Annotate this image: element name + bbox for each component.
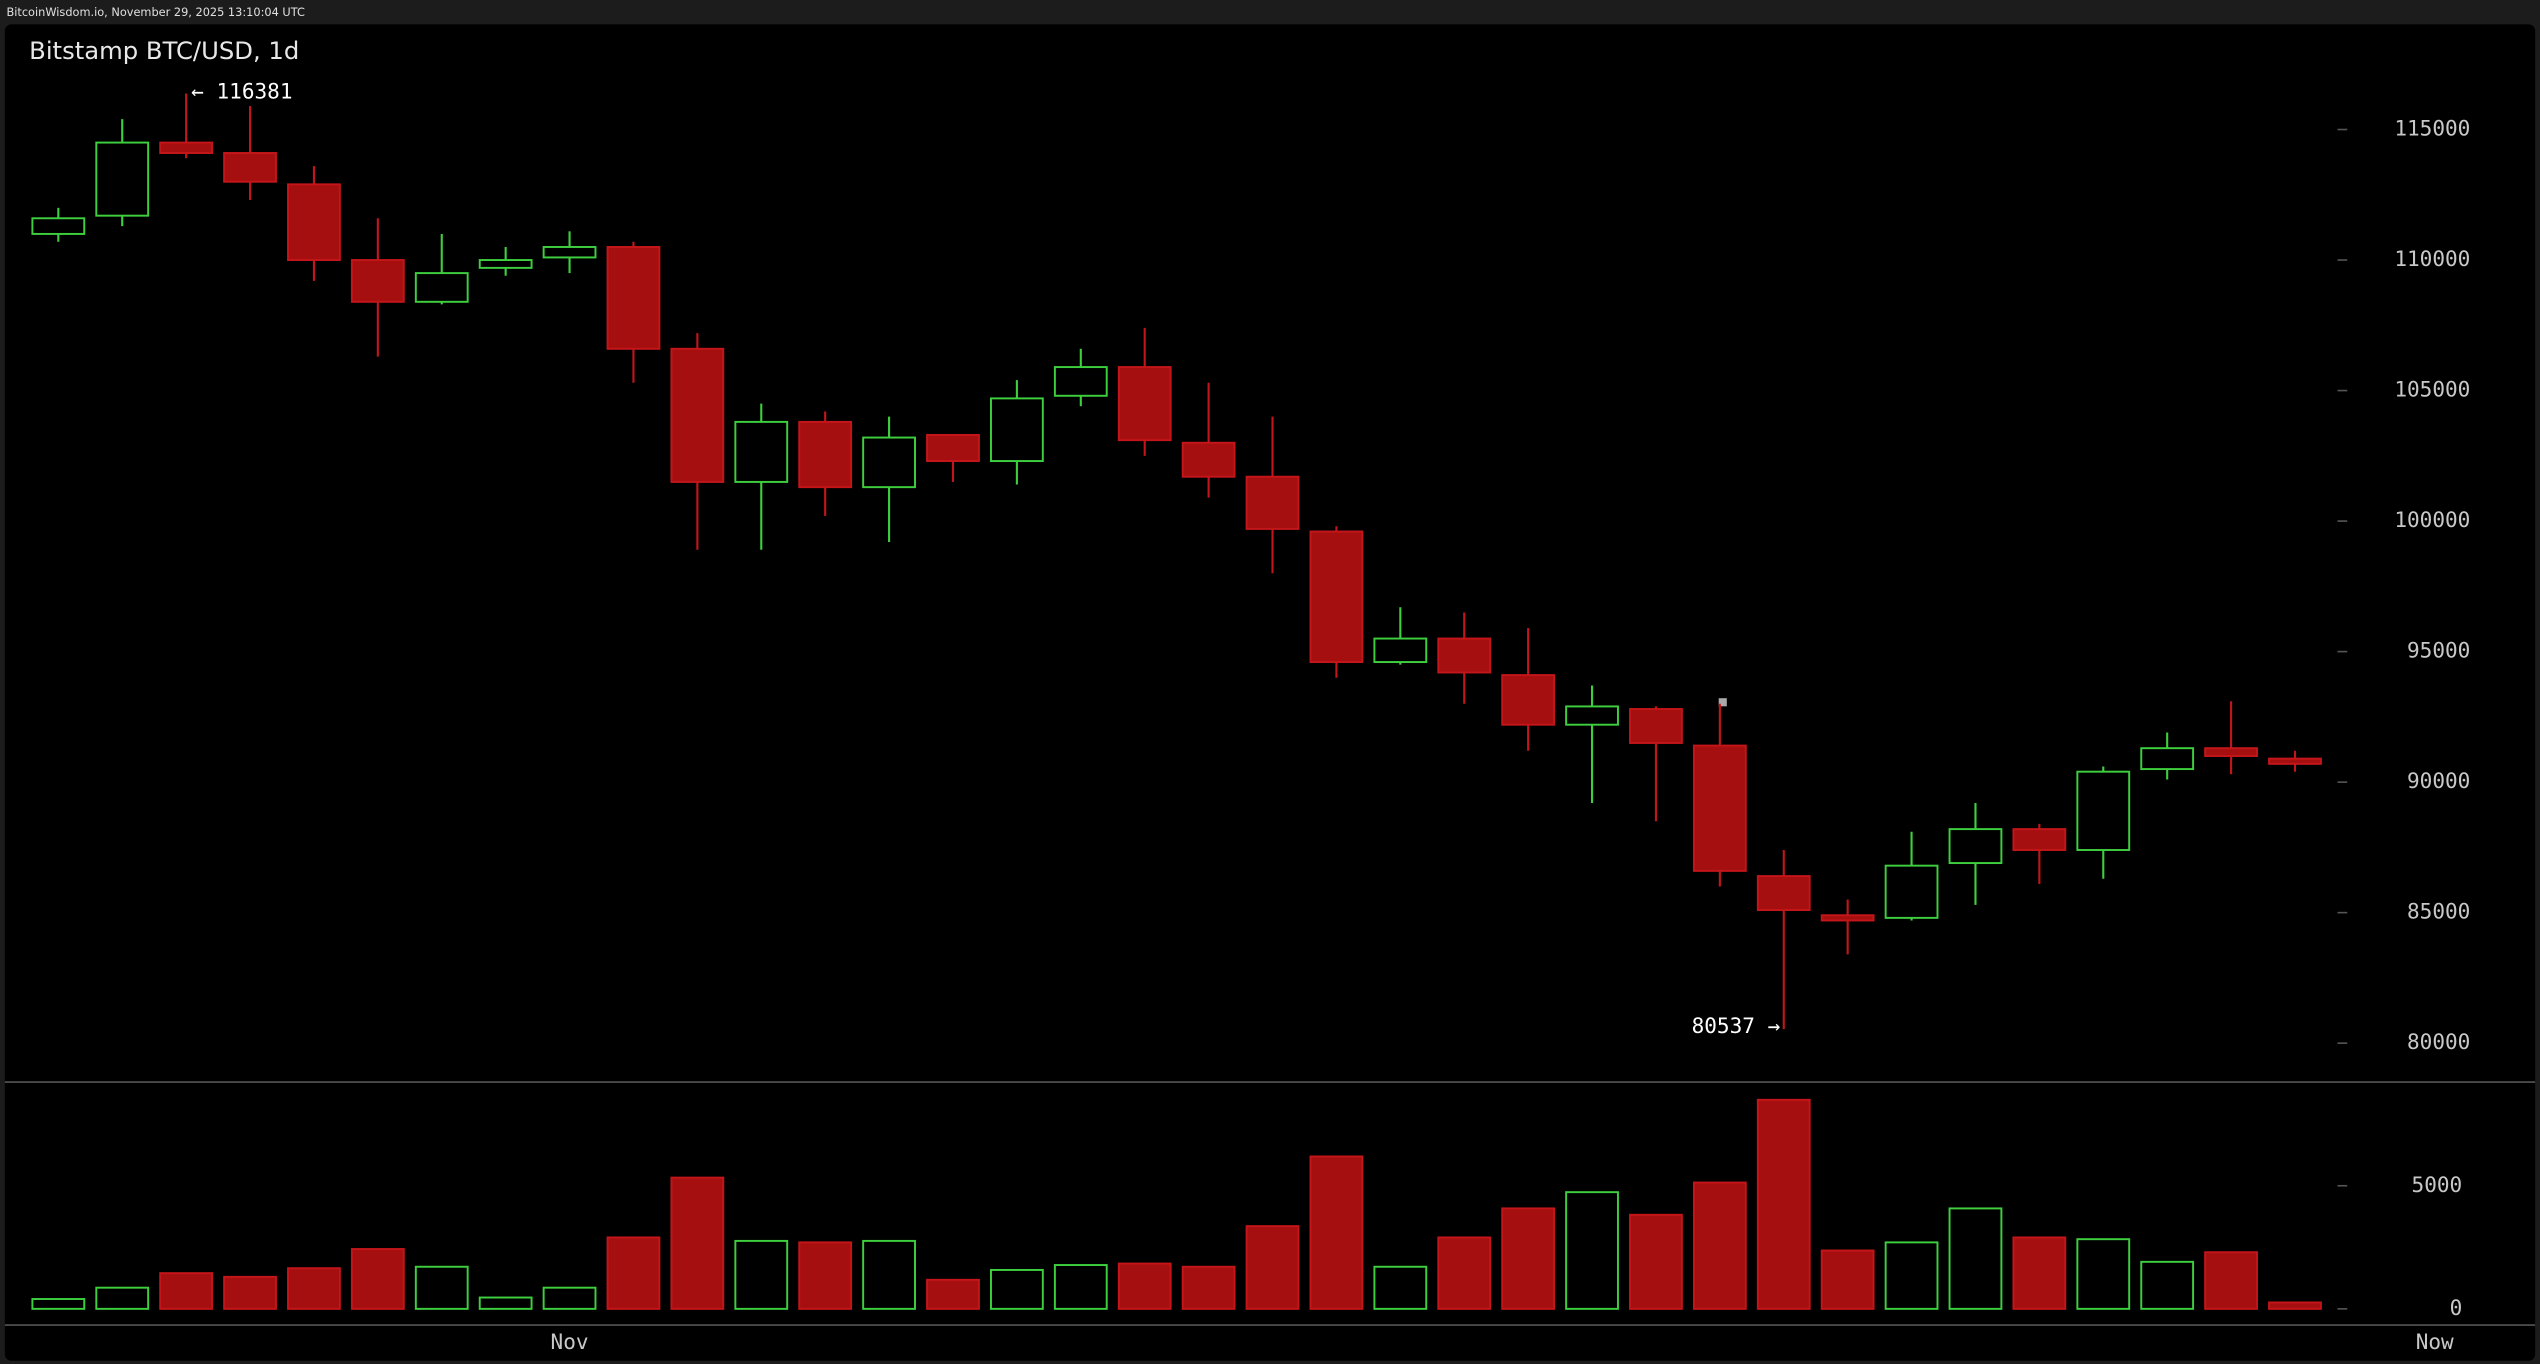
chart-title: Bitstamp BTC/USD, 1d: [29, 36, 299, 65]
volume-bar: [2268, 1301, 2322, 1310]
candle-body: [287, 183, 341, 262]
volume-bar: [1820, 1249, 1875, 1310]
candle-body: [798, 420, 853, 489]
candle-body: [1692, 744, 1747, 872]
volume-bar: [670, 1176, 725, 1310]
y-tick-label: 105000: [2394, 377, 2470, 402]
candle-body: [542, 246, 597, 259]
candle-body: [734, 420, 789, 483]
volume-bar: [1245, 1225, 1300, 1310]
y-tick-label: 115000: [2394, 116, 2470, 141]
candle-body: [990, 397, 1044, 463]
candle-body: [926, 433, 980, 463]
volume-bar: [478, 1296, 533, 1310]
volume-bar: [862, 1239, 916, 1310]
candle-body: [1181, 441, 1236, 478]
candle-body: [95, 141, 150, 217]
marker: [1718, 698, 1727, 707]
candle-body: [2076, 770, 2131, 851]
volume-bar: [2012, 1236, 2067, 1310]
candle-body: [223, 152, 277, 183]
candle-body: [2140, 747, 2195, 771]
candle-body: [1756, 875, 1811, 912]
volume-bar: [350, 1248, 405, 1310]
candle-body: [1884, 864, 1939, 919]
volume-tick-label: 5000: [2412, 1172, 2463, 1197]
candle-body: [862, 436, 916, 489]
candle-body: [1565, 705, 1619, 726]
volume-bar: [1117, 1262, 1172, 1310]
candle-body: [2204, 747, 2258, 757]
candle-body: [2268, 757, 2322, 765]
volume-bar: [926, 1278, 980, 1310]
volume-bar: [1565, 1191, 1619, 1310]
x-tick-label: Nov: [551, 1329, 589, 1354]
candle-body: [414, 272, 469, 303]
candle-body: [606, 246, 661, 350]
volume-bar: [606, 1236, 661, 1310]
volume-bar: [1756, 1098, 1811, 1310]
y-tick-label: 90000: [2407, 768, 2470, 793]
volume-bar: [1629, 1213, 1683, 1310]
volume-bar: [1053, 1264, 1108, 1310]
volume-bar: [159, 1272, 214, 1310]
y-tick-label: 85000: [2407, 899, 2470, 924]
candle-body: [1117, 366, 1172, 442]
x-end-label: Now: [2416, 1329, 2454, 1354]
y-tick-label: 110000: [2394, 246, 2470, 271]
volume-bar: [1692, 1181, 1747, 1310]
candle-body: [670, 347, 725, 483]
volume-bar: [1437, 1236, 1492, 1310]
candle-body: [1820, 914, 1875, 922]
volume-bar: [2204, 1251, 2258, 1310]
candle-body: [1948, 828, 2003, 865]
candle-body: [1629, 708, 1683, 744]
volume-bar: [1181, 1265, 1236, 1310]
volume-bar: [1948, 1207, 2003, 1310]
candle-body: [1373, 637, 1428, 664]
volume-bar: [414, 1265, 469, 1310]
candle-body: [31, 217, 86, 235]
volume-bar: [31, 1298, 86, 1310]
volume-bar: [1501, 1207, 1556, 1310]
chart-panel: [4, 24, 2536, 1361]
volume-bar: [223, 1275, 277, 1310]
candle-body: [159, 141, 214, 154]
volume-bar: [95, 1286, 150, 1310]
volume-bar: [2076, 1238, 2131, 1310]
volume-bar: [287, 1267, 341, 1310]
candle-body: [1245, 475, 1300, 530]
volume-bar: [542, 1286, 597, 1310]
volume-bar: [1884, 1241, 1939, 1310]
y-tick-label: 100000: [2394, 507, 2470, 532]
volume-bar: [1309, 1155, 1364, 1310]
volume-bar: [734, 1239, 789, 1310]
header: BitcoinWisdom.io, November 29, 2025 13:1…: [6, 5, 304, 19]
annotation: ← 116381: [191, 78, 292, 103]
volume-bar: [2140, 1260, 2195, 1310]
candle-body: [1053, 366, 1108, 397]
candle-body: [350, 259, 405, 303]
candle-body: [478, 259, 533, 269]
candle-body: [2012, 828, 2067, 851]
annotation: 80537 →: [1692, 1013, 1781, 1038]
y-tick-label: 95000: [2407, 638, 2470, 663]
volume-bar: [798, 1241, 853, 1310]
y-tick-label: 80000: [2407, 1029, 2470, 1054]
volume-bar: [1373, 1265, 1428, 1310]
candle-body: [1501, 674, 1556, 726]
volume-tick-label: 0: [2450, 1295, 2463, 1320]
candle-body: [1309, 530, 1364, 664]
volume-bar: [990, 1268, 1044, 1310]
candle-body: [1437, 637, 1492, 674]
